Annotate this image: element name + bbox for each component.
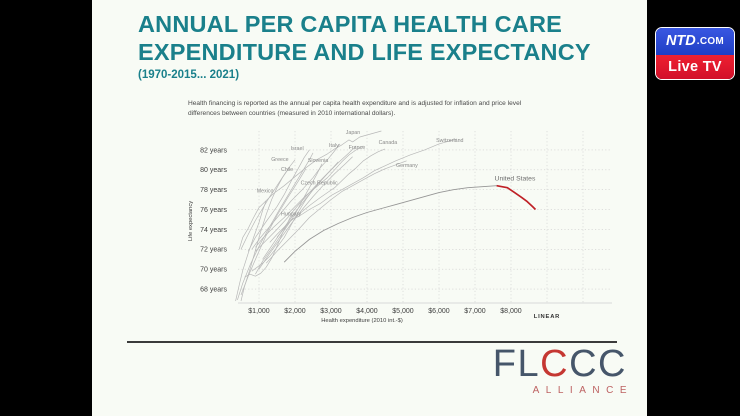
country-label: Czech Republic — [301, 181, 338, 187]
flccc-alliance-label: ALLIANCE — [532, 385, 633, 396]
x-tick-label: $6,000 — [428, 308, 450, 315]
series-italy — [251, 143, 341, 250]
country-label: Hungary — [281, 212, 301, 218]
series-israel — [247, 149, 310, 252]
series-hungary — [244, 214, 292, 278]
ntd-badge-top: NTD .COM — [656, 28, 734, 55]
country-label: Canada — [379, 140, 398, 146]
series-australia — [262, 145, 357, 260]
x-axis-title: Health expenditure (2010 int.-$) — [321, 318, 403, 324]
series-greece — [240, 159, 296, 250]
country-label: France — [349, 145, 366, 151]
chart-canvas: 82 years 80 years 78 years 76 years 74 years… — [182, 126, 642, 334]
series-slovenia — [255, 163, 323, 275]
country-label: Italy — [329, 143, 339, 149]
slide-title-line2: EXPENDITURE AND LIFE EXPECTANCY — [138, 38, 591, 65]
y-tick-label: 80 years — [200, 167, 227, 174]
country-label: Germany — [396, 163, 418, 169]
presentation-slide: ANNUAL PER CAPITA HEALTH CARE EXPENDITUR… — [92, 0, 647, 416]
y-tick-label: 70 years — [200, 267, 227, 274]
series-germany — [265, 160, 407, 264]
series-south-korea — [237, 152, 314, 301]
series-portugal — [240, 168, 307, 296]
flccc-logo-red-c: C — [540, 343, 570, 385]
country-label: Switzerland — [436, 138, 463, 144]
flccc-logo-word: FLCCC — [493, 345, 627, 383]
y-axis-title: Life expectancy — [188, 201, 194, 241]
gridlines: 82 years 80 years 78 years 76 years 74 years… — [200, 131, 612, 315]
country-lines — [235, 130, 537, 302]
country-label: Slovenia — [308, 158, 328, 164]
x-tick-label: $1,000 — [248, 308, 270, 315]
series-czech-republic — [251, 183, 319, 272]
country-label: Chile — [281, 167, 293, 173]
country-label: Israel — [291, 146, 304, 152]
series-austria — [258, 156, 353, 270]
y-tick-label: 76 years — [200, 207, 227, 214]
series-japan — [238, 130, 382, 250]
ntd-live-tv-text: Live TV — [656, 54, 734, 79]
flccc-logo-cc: CC — [569, 343, 627, 385]
y-tick-label: 72 years — [200, 247, 227, 254]
x-tick-label: $5,000 — [392, 308, 414, 315]
life-expectancy-chart: 82 years 80 years 78 years 76 years 74 years… — [188, 130, 612, 324]
ntd-com-text: .COM — [696, 35, 725, 47]
y-tick-label: 82 years — [200, 147, 227, 154]
country-label: United States — [495, 176, 536, 183]
y-tick-label: 74 years — [200, 227, 227, 234]
title-block: ANNUAL PER CAPITA HEALTH CARE EXPENDITUR… — [138, 11, 591, 81]
y-tick-label: 68 years — [200, 286, 227, 293]
y-tick-label: 78 years — [200, 187, 227, 194]
series-united-states-1970-2015 — [283, 185, 497, 263]
series-canada — [269, 148, 386, 243]
x-tick-label: $8,000 — [500, 308, 522, 315]
flccc-logo: FLCCC ALLIANCE — [493, 345, 627, 396]
x-tick-label: $3,000 — [320, 308, 342, 315]
flccc-logo-fl: FL — [492, 343, 541, 385]
x-tick-label: $7,000 — [464, 308, 486, 315]
series-switzerland — [276, 138, 458, 238]
scale-toggle-linear[interactable]: LINEAR — [534, 314, 560, 320]
chart-description: Health financing is reported as the annu… — [188, 100, 522, 117]
footer-divider — [127, 341, 617, 343]
series-france — [255, 145, 364, 248]
slide-title-line1: ANNUAL PER CAPITA HEALTH CARE — [138, 11, 563, 37]
country-label: Mexico — [257, 189, 274, 195]
x-tick-label: $2,000 — [284, 308, 306, 315]
country-label: Greece — [271, 157, 288, 163]
ntd-logo-text: NTD — [665, 33, 696, 50]
series-united-states-2015-2021 — [496, 184, 537, 211]
slide-subtitle: (1970-2015... 2021) — [138, 69, 240, 82]
x-tick-label: $4,000 — [356, 308, 378, 315]
ntd-live-tv-badge: NTD .COM Live TV — [655, 27, 735, 80]
country-label: Japan — [346, 130, 360, 136]
series-mexico — [235, 200, 267, 302]
